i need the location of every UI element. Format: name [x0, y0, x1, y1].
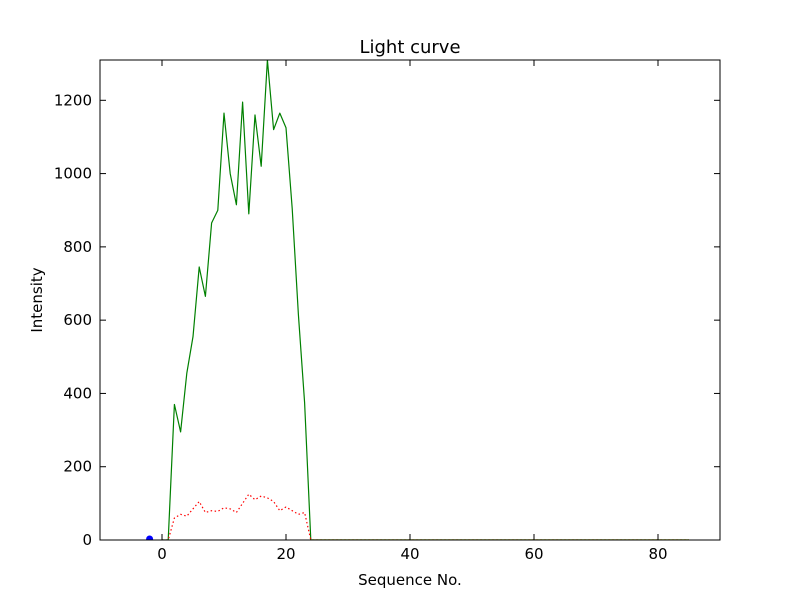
x-tick-label: 60 [524, 545, 543, 563]
x-tick-label: 0 [157, 545, 167, 563]
series-3-point [146, 535, 154, 540]
y-tick-label: 0 [82, 531, 92, 549]
y-tick-label: 600 [63, 311, 92, 329]
x-axis-title: Sequence No. [358, 571, 462, 589]
y-tick-label: 200 [63, 458, 92, 476]
x-axis: 0 20 40 60 80 [157, 60, 668, 563]
y-axis: 0 200 400 600 800 1000 1200 [54, 91, 720, 549]
series-layer [146, 60, 689, 540]
y-tick-label: 1200 [54, 91, 92, 109]
x-tick-label: 20 [276, 545, 295, 563]
series-0-line [162, 60, 689, 540]
x-tick-label: 40 [400, 545, 419, 563]
y-axis-title: Intensity [28, 267, 46, 332]
x-tick-label: 80 [648, 545, 667, 563]
chart-title: Light curve [359, 37, 460, 58]
y-tick-label: 1000 [54, 165, 92, 183]
y-tick-label: 400 [63, 384, 92, 402]
y-tick-label: 800 [63, 238, 92, 256]
